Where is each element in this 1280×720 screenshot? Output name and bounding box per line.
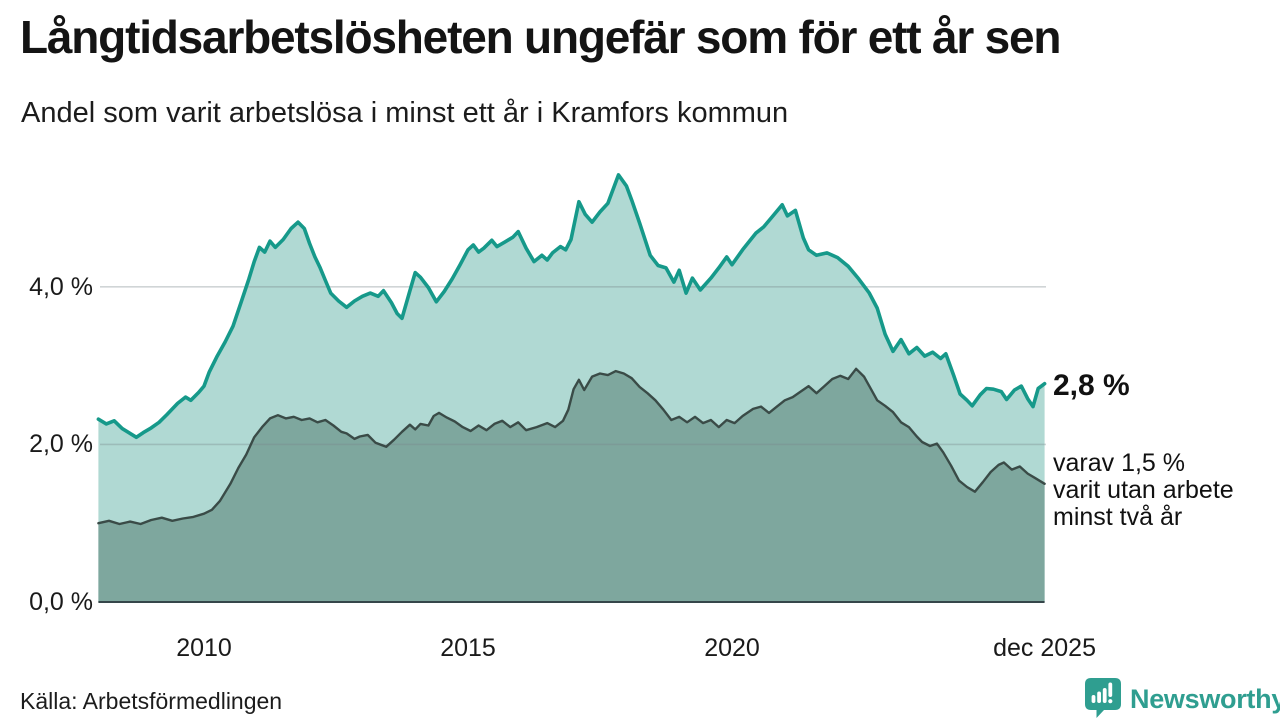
page-title: Långtidsarbetslösheten ungefär som för e… [20,11,1062,63]
x-tick-label: 2020 [704,634,760,662]
page-subtitle: Andel som varit arbetslösa i minst ett å… [21,97,789,129]
newsworthy-logo: Newsworthy [1084,677,1280,719]
chart-gridlines [100,285,1046,446]
x-tick-label: 2015 [440,634,496,662]
y-tick-label: 2,0 % [29,430,93,459]
latest-value-label: 2,8 % [1053,369,1130,402]
secondary-annotation: varav 1,5 % varit utan arbete minst två … [1053,450,1234,531]
y-tick-label: 4,0 % [29,272,93,301]
x-tick-label: 2010 [176,634,232,662]
source-credit: Källa: Arbetsförmedlingen [20,688,283,714]
newsworthy-wordmark: Newsworthy [1130,683,1280,714]
x-tick-label: dec 2025 [993,634,1096,662]
chart-series-lines [96,173,1047,526]
series-min-two-years-line [97,367,1046,526]
newsworthy-bubble-chart-icon [1085,678,1121,718]
secondary-annotation-line: varit utan arbete [1053,476,1234,504]
secondary-annotation-line: varav 1,5 % [1053,449,1186,477]
y-tick-label: 0,0 % [29,588,93,616]
secondary-annotation-line: minst två år [1053,503,1183,531]
series-min-one-year-line [96,173,1047,440]
